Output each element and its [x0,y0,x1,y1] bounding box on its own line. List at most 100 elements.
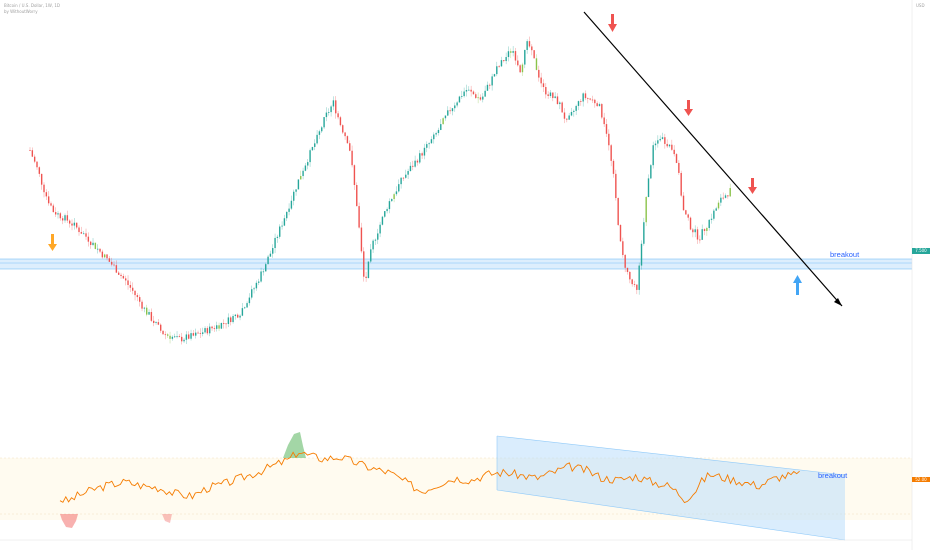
candle [440,124,442,130]
candle [577,101,580,106]
candle [164,334,167,336]
candle [99,248,101,252]
candle [66,215,69,221]
candle [566,118,568,120]
candle [489,84,491,86]
candle [38,167,41,174]
candle [267,256,269,265]
candle [673,149,675,155]
candle [108,258,111,262]
candle [701,229,703,240]
candle [367,261,370,279]
candle [47,196,50,204]
candle [463,91,465,97]
candle [302,170,304,177]
candle [311,146,314,151]
candle [370,249,372,262]
candle [554,96,556,99]
candle [316,134,318,144]
candle [631,279,633,285]
candle [640,243,643,266]
candle [727,195,729,197]
candle [78,227,80,233]
candle [521,64,524,73]
candle [610,145,612,161]
candle [300,176,302,180]
currency-label: USD [916,3,925,8]
rsi-line [59,451,800,504]
candle [262,271,265,273]
candle [379,224,381,234]
candle [461,96,463,97]
candle [162,330,164,335]
rsi-fills [60,432,306,528]
candle [87,236,90,242]
candle [437,129,440,134]
candle [234,314,237,316]
candle [526,41,528,50]
candle [269,253,272,257]
candle [402,177,405,179]
candle [258,281,260,283]
candle [276,236,279,238]
candle [31,150,34,157]
candle [138,297,141,302]
candle [500,60,503,67]
candle [85,233,87,237]
candle [493,74,496,77]
candle [507,51,510,58]
candle [533,50,535,59]
candle [706,228,708,231]
candle [652,145,654,166]
candle [204,328,206,333]
candle [421,153,423,156]
candle [715,208,717,211]
candle [169,335,171,339]
candle [146,307,148,315]
candle [120,274,122,277]
candle [442,118,444,125]
candle [400,177,402,185]
candle [372,240,374,250]
candle [335,100,337,114]
orange-down-arrow [48,234,57,251]
candle [239,315,241,318]
candle [510,51,512,53]
candle [96,248,99,250]
candle [713,210,715,219]
candle [503,60,505,62]
candle [323,117,325,128]
candle [94,242,97,249]
candle [59,213,62,219]
candle [682,195,685,211]
candle [344,132,346,137]
candle [80,232,83,234]
candle [449,110,451,112]
candle [549,92,552,97]
candle [183,339,185,342]
candle [57,213,59,215]
candle [570,111,573,116]
candle [232,315,234,323]
candle [647,178,650,198]
candle [45,192,48,197]
candle [596,103,598,107]
candle [141,301,143,309]
candle [615,173,617,199]
candle [650,165,652,179]
candle [54,212,57,215]
candle [115,265,118,273]
candle [689,217,692,230]
red-down-arrow-3 [748,178,757,194]
candle [342,125,344,133]
candle [251,289,253,298]
candle [552,92,554,99]
candle [479,97,482,100]
chart-title: Bitcoin / U.S. Dollar, 1W, 1D [4,3,60,8]
candle [281,225,283,227]
candle [458,96,461,103]
candle [167,334,169,336]
candle [295,189,297,192]
candle [61,218,64,221]
